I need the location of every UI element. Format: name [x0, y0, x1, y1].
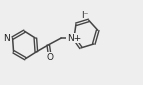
- Text: N: N: [3, 34, 10, 43]
- Text: O: O: [47, 53, 54, 62]
- Text: I⁻: I⁻: [81, 11, 89, 20]
- Text: N+: N+: [67, 34, 81, 43]
